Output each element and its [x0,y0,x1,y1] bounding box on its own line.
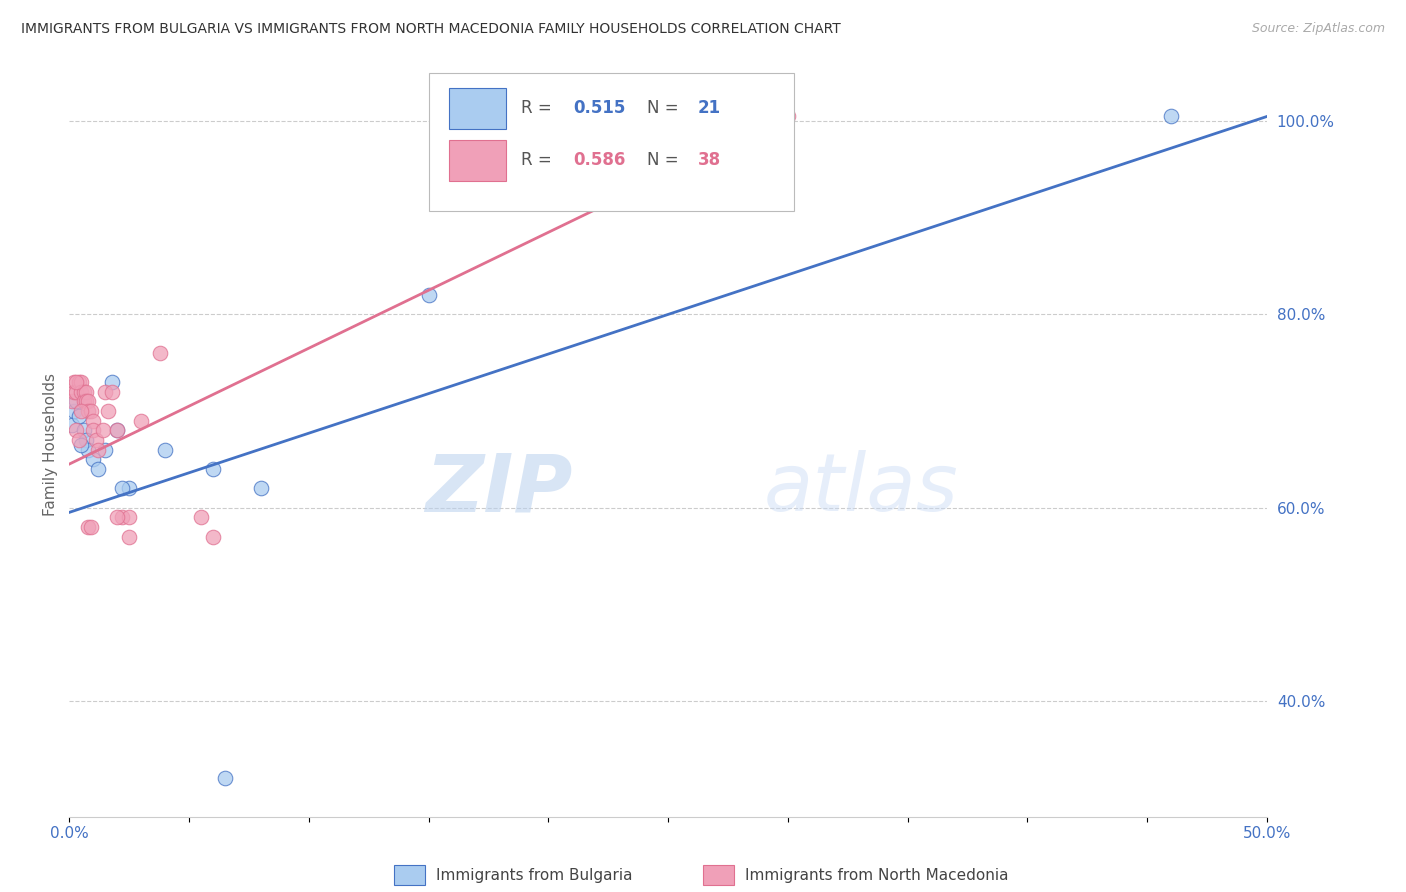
Point [63,375,86,389]
Point [60,418,83,433]
Text: 38: 38 [699,152,721,169]
Point [80,520,103,534]
Point [70,384,93,399]
Point [82,452,104,467]
Point [91,423,114,437]
Point [118,510,141,524]
Point [77,394,100,409]
Point [105,510,128,524]
Text: N =: N = [647,99,678,118]
Point [70,375,93,389]
Point [65,384,87,399]
Point [105,423,128,437]
Point [70,438,93,452]
Point [72,394,94,409]
Text: N =: N = [647,152,678,169]
Point [82,414,104,428]
Point [65,375,87,389]
Point [105,423,128,437]
Point [776,110,799,124]
Point [70,404,93,418]
Text: atlas: atlas [763,450,959,528]
Point [153,442,176,457]
Point [80,404,103,418]
Point [72,423,94,437]
Point [94,384,117,399]
Point [77,520,100,534]
Point [75,394,97,409]
Text: Immigrants from Bulgaria: Immigrants from Bulgaria [436,869,633,883]
Point [149,346,172,360]
FancyBboxPatch shape [429,73,794,211]
FancyBboxPatch shape [449,140,506,181]
Point [75,384,97,399]
Point [190,510,212,524]
Point [60,394,83,409]
Point [82,423,104,437]
Point [111,481,134,495]
Text: 21: 21 [699,99,721,118]
Point [67,433,90,447]
Text: IMMIGRANTS FROM BULGARIA VS IMMIGRANTS FROM NORTH MACEDONIA FAMILY HOUSEHOLDS CO: IMMIGRANTS FROM BULGARIA VS IMMIGRANTS F… [21,22,841,37]
Point [129,414,152,428]
Point [63,384,86,399]
Point [94,442,117,457]
Point [87,442,110,457]
Point [214,771,236,785]
FancyBboxPatch shape [449,87,506,128]
Point [101,384,124,399]
Text: Immigrants from North Macedonia: Immigrants from North Macedonia [745,869,1008,883]
Point [63,404,86,418]
Point [201,462,224,476]
Text: R =: R = [520,99,551,118]
Text: R =: R = [520,152,551,169]
Point [87,462,110,476]
Point [118,529,141,543]
Point [67,375,90,389]
Point [101,375,124,389]
Point [77,442,100,457]
Text: Source: ZipAtlas.com: Source: ZipAtlas.com [1251,22,1385,36]
Y-axis label: Family Households: Family Households [44,373,58,516]
Point [65,423,87,437]
Point [67,409,90,423]
Point [111,510,134,524]
Point [77,404,100,418]
Point [65,394,87,409]
Point [97,404,120,418]
Point [1160,110,1182,124]
Text: 0.586: 0.586 [574,152,626,169]
Point [418,288,440,302]
Text: ZIP: ZIP [425,450,572,528]
Point [250,481,273,495]
Text: 0.515: 0.515 [574,99,626,118]
Point [84,433,107,447]
Point [75,433,97,447]
Point [72,384,94,399]
Point [118,481,141,495]
Point [201,529,224,543]
